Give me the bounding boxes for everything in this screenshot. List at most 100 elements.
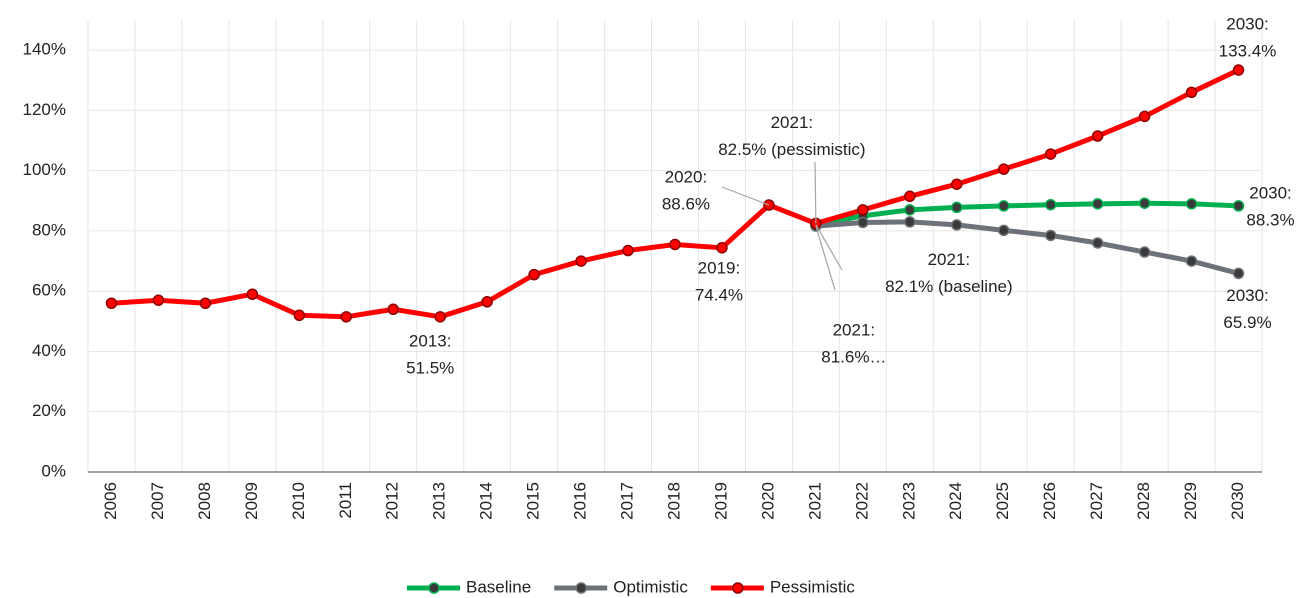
x-tick-label: 2023 [899, 482, 918, 520]
point [716, 242, 728, 254]
y-tick-label: 0% [41, 461, 66, 480]
x-tick-label: 2019 [711, 482, 730, 520]
leader-line [815, 225, 836, 291]
legend-label: Baseline [466, 577, 531, 596]
y-tick-label: 40% [32, 341, 66, 360]
data-label: 2019: [698, 258, 741, 277]
point [105, 297, 118, 310]
x-tick-label: 2012 [383, 482, 402, 520]
series-line [111, 67, 1240, 320]
data-label: 88.3% [1246, 210, 1294, 229]
point [152, 294, 165, 306]
point [1138, 197, 1151, 209]
data-label: 82.5% (pessimistic) [718, 140, 865, 159]
point [1044, 229, 1057, 242]
point [1044, 148, 1057, 160]
x-tick-label: 2007 [148, 482, 167, 520]
x-tick-label: 2022 [852, 482, 871, 520]
data-label: 81.6%… [821, 348, 886, 367]
legend-marker [732, 582, 744, 594]
y-tick-label: 140% [23, 40, 66, 59]
point [293, 309, 306, 322]
data-label: 74.4% [695, 285, 743, 304]
point [481, 295, 493, 308]
series-line [815, 219, 1240, 276]
x-tick-label: 2030 [1228, 482, 1247, 520]
x-tick-label: 2010 [289, 482, 308, 520]
data-label: 2030: [1226, 15, 1269, 34]
point [997, 224, 1010, 237]
point [951, 178, 963, 190]
x-tick-label: 2024 [946, 482, 965, 520]
x-tick-label: 2025 [993, 482, 1012, 520]
point [1091, 237, 1104, 249]
point [1185, 198, 1198, 210]
point [1091, 130, 1104, 142]
point [622, 244, 634, 257]
data-label: 65.9% [1223, 313, 1271, 332]
point [1138, 246, 1151, 258]
point [340, 311, 353, 323]
x-tick-label: 2008 [195, 482, 214, 520]
x-tick-label: 2011 [336, 482, 355, 519]
x-tick-label: 2018 [664, 482, 683, 520]
point [434, 311, 446, 323]
x-tick-label: 2015 [524, 482, 543, 520]
x-tick-label: 2009 [242, 482, 261, 520]
x-tick-label: 2021 [805, 482, 824, 520]
leader-line [814, 161, 817, 224]
data-label: 2021: [833, 321, 876, 340]
y-tick-label: 60% [32, 281, 66, 300]
y-tick-label: 100% [23, 160, 66, 179]
x-tick-label: 2026 [1040, 482, 1059, 520]
y-tick-label: 120% [23, 100, 66, 119]
legend-marker [575, 582, 587, 594]
point [951, 201, 963, 214]
data-label: 2021: [928, 250, 971, 269]
series-line [815, 200, 1239, 228]
x-tick-label: 2017 [618, 482, 637, 520]
x-tick-label: 2016 [571, 482, 590, 520]
data-label: 2030: [1226, 286, 1269, 305]
x-tick-label: 2006 [101, 482, 120, 520]
data-label: 2013: [409, 331, 452, 350]
y-tick-label: 80% [32, 220, 66, 239]
legend-marker [428, 582, 440, 594]
point [246, 288, 259, 300]
x-tick-label: 2027 [1087, 482, 1106, 520]
point [857, 216, 869, 229]
point [951, 219, 963, 231]
data-label: 2021: [771, 113, 814, 132]
legend-label: Pessimistic [770, 577, 856, 596]
y-tick-label: 20% [32, 401, 66, 420]
leader-line [721, 186, 770, 206]
point [1185, 86, 1198, 99]
point [528, 268, 540, 281]
data-label: 2020: [665, 168, 708, 187]
point [857, 204, 869, 216]
point [575, 255, 587, 267]
x-tick-label: 2029 [1181, 482, 1200, 520]
point [1232, 200, 1245, 212]
x-tick-label: 2014 [477, 482, 496, 520]
x-tick-label: 2013 [430, 482, 449, 520]
data-label: 82.1% (baseline) [885, 277, 1013, 296]
point [1044, 198, 1057, 211]
leader-line [815, 224, 843, 271]
point [1232, 267, 1245, 280]
x-tick-label: 2020 [758, 482, 777, 520]
point [1091, 198, 1104, 210]
legend-label: Optimistic [613, 577, 688, 596]
x-tick-label: 2028 [1134, 482, 1153, 520]
point [997, 163, 1010, 175]
point [1185, 255, 1198, 267]
point [387, 303, 399, 316]
data-label: 51.5% [406, 358, 454, 377]
point [904, 190, 916, 203]
point [1232, 64, 1245, 76]
point [1138, 110, 1151, 123]
data-label: 2030: [1249, 183, 1292, 202]
point [997, 200, 1010, 212]
point [904, 204, 916, 216]
